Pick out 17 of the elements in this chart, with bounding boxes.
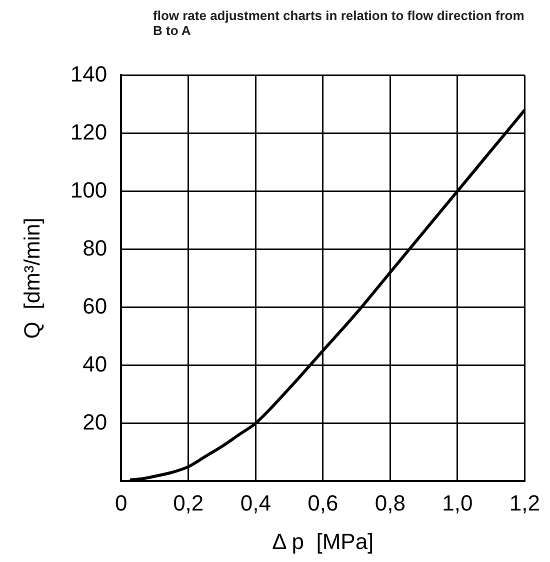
y-tick-label: 60 (82, 293, 108, 318)
chart-title: flow rate adjustment charts in relation to flow direction from B to A (153, 8, 526, 38)
y-tick-label: 100 (70, 177, 108, 202)
y-axis-title: Q [dm³/min] (19, 218, 44, 339)
x-tick-label: 0,4 (240, 490, 271, 516)
y-tick-label: 120 (70, 119, 108, 144)
x-tick-label: 1,2 (509, 490, 540, 516)
y-tick-label: 20 (82, 409, 108, 434)
x-axis-title: Δ p [MPa] (272, 528, 374, 554)
y-tick-label: 80 (82, 235, 108, 260)
x-tick-label: 1,0 (442, 490, 473, 516)
y-tick-label: 40 (82, 351, 108, 376)
x-tick-label: 0,6 (308, 490, 338, 516)
x-tick-label: 0 (114, 490, 128, 516)
x-tick-label: 0,2 (173, 490, 204, 516)
x-tick-label: 0,8 (374, 490, 406, 516)
y-tick-label: 140 (70, 61, 108, 86)
